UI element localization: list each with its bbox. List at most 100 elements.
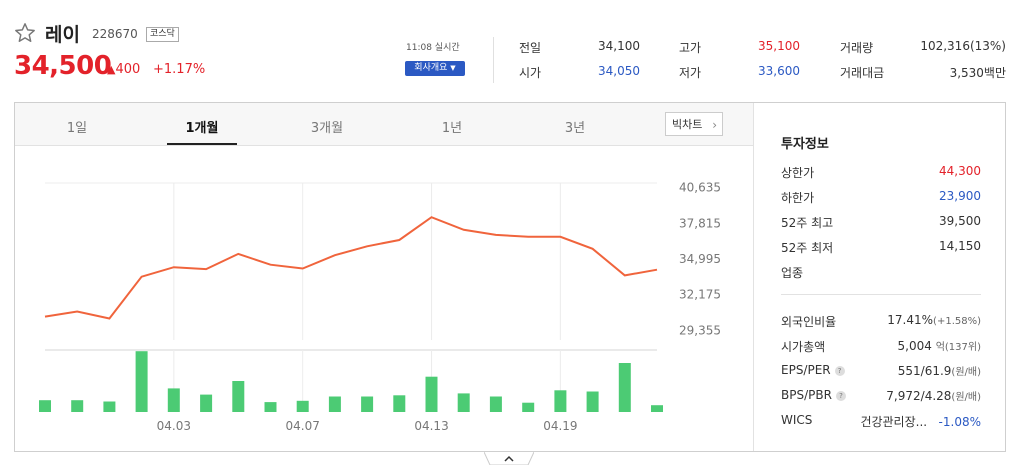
period-tabs: 1일 1개월 3개월 1년 3년 빅차트 › (15, 103, 753, 146)
big-chart-button[interactable]: 빅차트 › (665, 112, 723, 136)
chevron-up-icon (504, 455, 514, 462)
volume-bar (554, 390, 567, 412)
tab-1year[interactable]: 1년 (441, 121, 463, 136)
high52-label: 52주 최고 (781, 216, 834, 230)
investment-info: 투자정보 상한가 44,300 하한가 23,900 52주 최고 39,500 52… (753, 103, 1006, 451)
change-percent: +1.17% (153, 62, 206, 77)
eps-per-value: 551/61.9 (897, 364, 952, 378)
high-label: 고가 (679, 41, 702, 55)
x-tick-label: 04.07 (286, 419, 320, 433)
market-cap-label: 시가총액 (781, 340, 826, 354)
volume-bar (586, 391, 599, 412)
tab-1month[interactable]: 1개월 (185, 121, 219, 136)
active-tab-indicator (167, 143, 237, 145)
tab-3month[interactable]: 3개월 (310, 121, 344, 136)
volume-bar (522, 402, 535, 412)
up-triangle-icon: ▲ (107, 63, 116, 76)
prev-close-label: 전일 (519, 41, 542, 55)
volume-value: 102,316(13%) (920, 39, 1006, 53)
volume-bar (71, 400, 84, 412)
volume-bar (232, 381, 245, 412)
low52-label: 52주 최저 (781, 241, 834, 255)
volume-bar (457, 393, 470, 412)
tab-1day[interactable]: 1일 (66, 121, 88, 136)
foreign-ratio-change: (+1.58%) (933, 316, 981, 327)
volume-bar (489, 396, 502, 412)
volume-bar (328, 396, 341, 412)
stock-header: 레이 228670 코스닥 34,500 ▲400 +1.17% 11:08 실… (0, 0, 1022, 100)
realtime-label: 11:08 실시간 (406, 43, 460, 53)
big-chart-label: 빅차트 (672, 118, 703, 131)
x-tick-label: 04.13 (414, 419, 448, 433)
high52-value: 39,500 (939, 214, 981, 228)
wics-change: -1.08% (938, 415, 981, 429)
bps-pbr-value: 7,972/4.28 (886, 389, 952, 403)
bps-pbr-label: BPS/PBR (781, 388, 832, 402)
prev-close-value: 34,100 (598, 39, 640, 53)
eps-per-unit: (원/배) (951, 367, 981, 378)
low-value: 33,600 (758, 64, 800, 78)
divider (781, 294, 981, 295)
price-line (44, 216, 658, 320)
volume-bar (103, 401, 116, 412)
volume-bar (361, 396, 374, 412)
foreign-ratio-value: 17.41% (887, 313, 934, 327)
y-tick-label: 40,635 (679, 181, 721, 195)
wics-label: WICS (781, 413, 813, 427)
amount-label: 거래대금 (840, 66, 885, 80)
change-value: 400 (115, 62, 141, 77)
bps-pbr-unit: (원/배) (951, 392, 981, 403)
volume-bar (167, 388, 180, 412)
market-badge: 코스닥 (146, 27, 179, 42)
sector-label: 업종 (781, 266, 804, 280)
upper-limit-value: 44,300 (939, 164, 981, 178)
upper-limit-label: 상한가 (781, 166, 815, 180)
volume-bar (393, 395, 406, 412)
market-cap-unit: 억(137위) (935, 342, 981, 353)
company-overview-label: 회사개요 (414, 63, 448, 73)
help-icon[interactable]: ? (835, 391, 846, 401)
volume-bar (651, 405, 663, 412)
chevron-right-icon: › (712, 118, 717, 132)
low-label: 저가 (679, 66, 702, 80)
help-icon[interactable]: ? (834, 366, 845, 376)
invest-title: 투자정보 (781, 137, 829, 152)
volume-label: 거래량 (840, 41, 874, 55)
foreign-ratio-label: 외국인비율 (781, 315, 837, 329)
market-cap-value: 5,004 (897, 339, 932, 353)
volume-bar (135, 351, 148, 412)
y-tick-label: 37,815 (679, 216, 721, 230)
volume-bar (618, 363, 631, 412)
chart-panel: 1일 1개월 3개월 1년 3년 빅차트 › 40,635 37,815 34,995… (14, 102, 1006, 452)
high-value: 35,100 (758, 39, 800, 53)
current-price: 34,500 (14, 51, 112, 81)
volume-bar (39, 400, 51, 412)
volume-bar (425, 376, 438, 412)
amount-value: 3,530백만 (949, 66, 1006, 80)
wics-sector-link[interactable]: 건강관리장... (860, 415, 928, 429)
caret-down-icon: ▼ (450, 64, 456, 72)
volume-bar (200, 394, 213, 412)
stock-name: 레이 (45, 24, 80, 46)
price-chart: 40,635 37,815 34,995 32,175 29,355 04.03 04.0… (39, 181, 721, 433)
stock-code: 228670 (92, 27, 138, 41)
y-tick-label: 32,175 (679, 288, 721, 302)
volume-bar (264, 402, 277, 412)
lower-limit-label: 하한가 (781, 191, 815, 205)
tab-3year[interactable]: 3년 (564, 121, 586, 136)
company-overview-button[interactable]: 회사개요 ▼ (405, 61, 465, 76)
eps-per-label: EPS/PER (781, 363, 831, 377)
y-tick-label: 34,995 (679, 252, 721, 266)
open-value: 34,050 (598, 64, 640, 78)
star-icon[interactable] (14, 22, 36, 44)
lower-limit-value: 23,900 (939, 189, 981, 203)
collapse-toggle[interactable] (484, 452, 534, 465)
price-change: ▲400 (107, 62, 140, 77)
x-tick-label: 04.03 (157, 419, 191, 433)
volume-bar (296, 400, 309, 412)
open-label: 시가 (519, 66, 542, 80)
low52-value: 14,150 (939, 239, 981, 253)
y-tick-label: 29,355 (679, 323, 721, 337)
divider (493, 37, 494, 83)
x-tick-label: 04.19 (543, 419, 577, 433)
